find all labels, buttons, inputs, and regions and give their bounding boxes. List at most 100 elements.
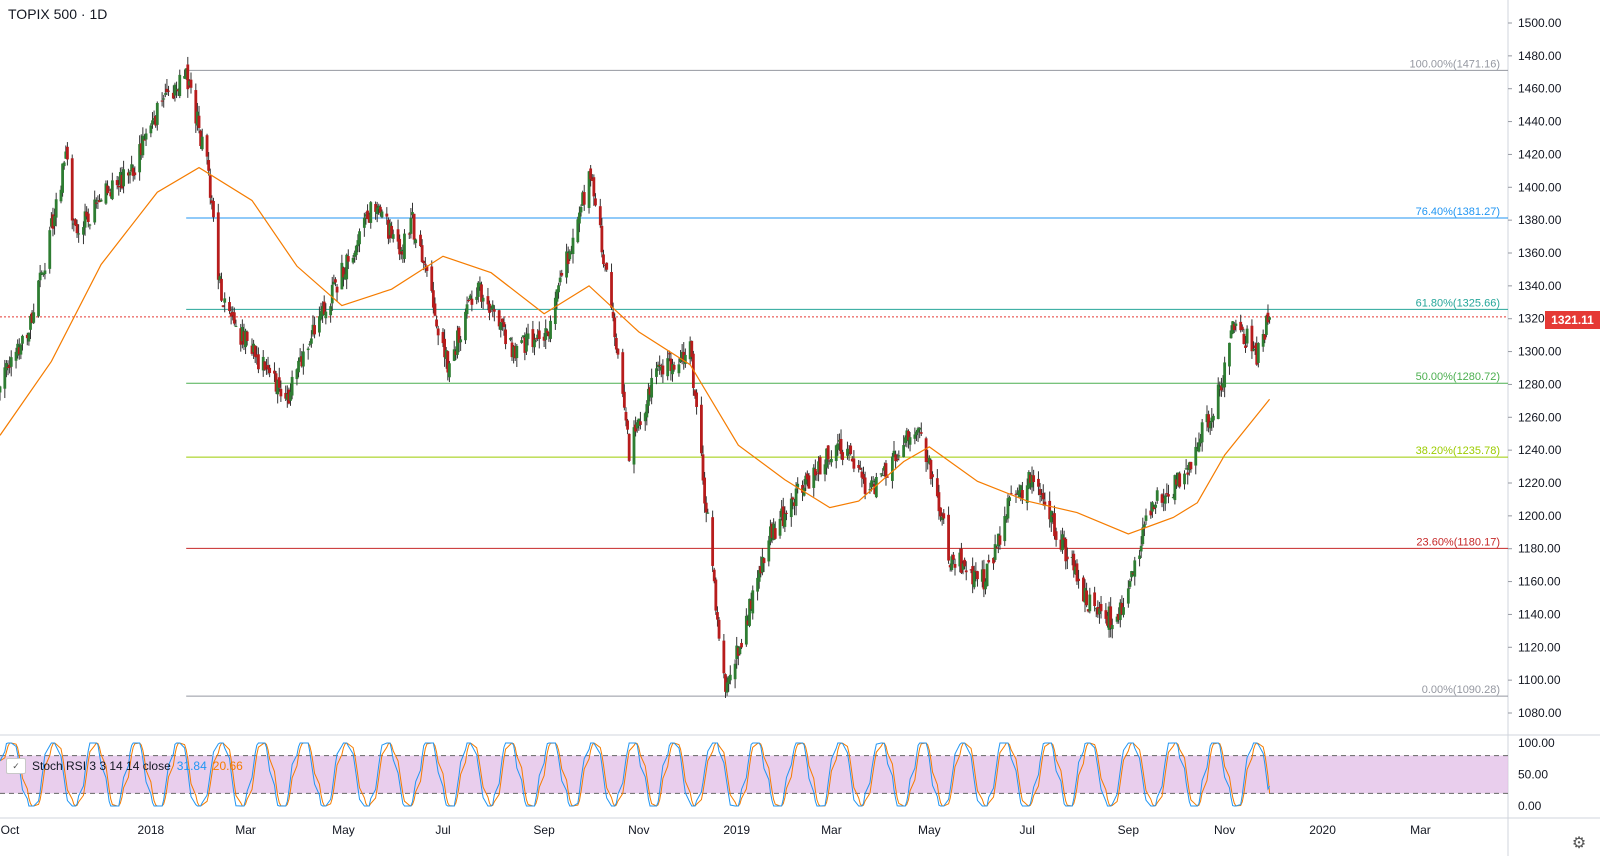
candle-body <box>115 180 119 186</box>
candle-body <box>985 563 989 587</box>
candle-body <box>504 329 507 345</box>
candle-body <box>870 480 873 488</box>
candle-body <box>565 251 568 278</box>
fib-level-label: 38.20%(1235.78) <box>1416 445 1500 457</box>
candle-body <box>590 178 594 181</box>
fib-level-label: 23.60%(1180.17) <box>1416 536 1500 548</box>
candle-body <box>151 120 154 125</box>
candle-body <box>268 367 272 374</box>
candle-body <box>17 347 21 355</box>
candle-body <box>1009 493 1013 495</box>
candle-body <box>714 579 718 611</box>
candle-body <box>592 177 596 197</box>
candle-body <box>385 213 389 217</box>
candle-body <box>88 224 92 226</box>
candle-body <box>738 646 742 655</box>
candle-body <box>929 460 933 479</box>
candle-body <box>512 346 516 358</box>
candle-body <box>1072 553 1076 571</box>
candle-body <box>927 458 931 464</box>
candle-body <box>176 89 180 92</box>
candle-body <box>1186 472 1190 475</box>
time-axis-label: Nov <box>628 823 649 837</box>
candle-body <box>744 615 748 645</box>
candle-body <box>751 590 755 614</box>
candle-body <box>1077 578 1080 581</box>
time-axis-label: Jul <box>435 823 450 837</box>
candle-body <box>207 160 211 171</box>
candle-body <box>334 279 337 283</box>
visibility-toggle-icon[interactable]: ✓ <box>6 758 26 774</box>
candle-body <box>244 330 247 348</box>
candle-body <box>1149 510 1153 516</box>
candle-body <box>274 373 278 392</box>
time-axis-label: Mar <box>821 823 842 837</box>
candle-body <box>492 309 496 312</box>
candle-body <box>431 290 435 308</box>
candle-body <box>682 351 686 362</box>
candle-body <box>576 219 580 243</box>
candle-body <box>1264 315 1268 335</box>
candle-body <box>1096 606 1100 615</box>
candle-body <box>1043 501 1047 505</box>
candle-body <box>5 363 8 371</box>
candle-body <box>64 151 68 159</box>
candle-body <box>96 200 100 202</box>
candle-body <box>49 218 53 227</box>
candle-body <box>27 332 31 342</box>
candle-body <box>374 204 377 212</box>
candle-body <box>616 348 620 355</box>
candle-body <box>610 272 613 308</box>
candle-body <box>605 262 609 270</box>
candle-body <box>1197 442 1201 452</box>
candle-body <box>1004 516 1008 520</box>
price-tick-label: 1100.00 <box>1518 673 1561 687</box>
candle-body <box>523 337 527 353</box>
candle-body <box>699 404 703 454</box>
candle-body <box>210 200 214 204</box>
candle-body <box>894 454 898 462</box>
candle-body <box>430 266 434 291</box>
candle-body <box>1252 348 1255 351</box>
price-tick-label: 1120.00 <box>1518 640 1561 654</box>
candle-body <box>212 200 215 218</box>
candle-body <box>892 450 896 457</box>
time-axis-label: 2020 <box>1309 823 1336 837</box>
candle-body <box>104 183 108 204</box>
candle-body <box>160 100 164 102</box>
candle-body <box>1228 342 1231 367</box>
candle-body <box>785 512 788 514</box>
candle-body <box>695 392 698 407</box>
candle-body <box>830 458 833 463</box>
candle-body <box>1122 607 1125 615</box>
candle-body <box>1167 494 1170 497</box>
candle-body <box>284 392 288 399</box>
settings-gear-icon[interactable]: ⚙ <box>1571 835 1587 852</box>
candle-body <box>1059 539 1063 550</box>
candle-body <box>895 458 899 461</box>
candle-body <box>688 341 692 360</box>
candle-body <box>436 328 440 336</box>
candle-body <box>1030 475 1034 488</box>
candle-body <box>66 146 69 160</box>
candle-body <box>951 554 955 560</box>
time-axis-label: Sep <box>1118 823 1140 837</box>
candle-body <box>1032 475 1036 483</box>
candle-body <box>130 164 134 172</box>
candle-body <box>667 353 671 355</box>
candle-body <box>165 88 169 93</box>
candle-body <box>1163 495 1167 504</box>
candle-body <box>1016 492 1019 494</box>
candle-body <box>805 473 809 480</box>
candle-body <box>826 445 830 460</box>
candle-body <box>456 330 459 355</box>
candle-body <box>276 380 280 395</box>
candle-body <box>194 90 198 124</box>
candle-body <box>345 254 349 280</box>
candle-body <box>189 79 193 88</box>
candle-body <box>37 280 40 317</box>
candle-body <box>1061 534 1064 551</box>
candle-body <box>587 171 591 208</box>
candle-body <box>391 234 395 239</box>
